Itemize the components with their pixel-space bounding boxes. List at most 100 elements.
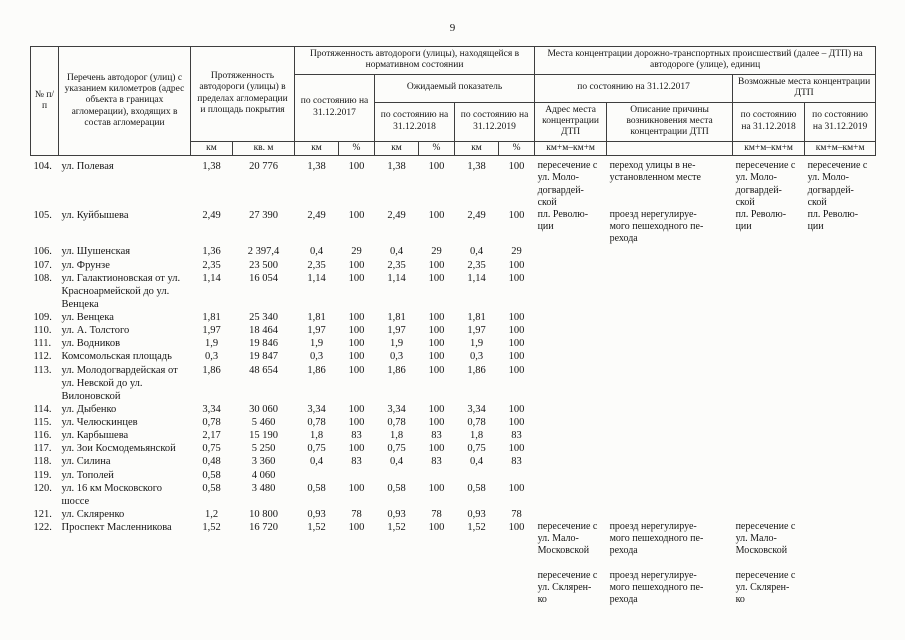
km-2017: 0,58	[307, 482, 326, 494]
header-length: Протяженность автодороги (улицы) в преде…	[189, 46, 296, 142]
pct-2019: 100	[508, 364, 525, 376]
table-row: 116. ул. Карбышева 2,17 15 190 1,8 83 1,8 83 1,8…	[31, 429, 876, 442]
dtp-possible-2018	[733, 416, 805, 429]
length-km: 1,81	[202, 312, 221, 324]
pct-2019: 100	[508, 443, 525, 455]
row-number: 105.	[33, 209, 52, 221]
dtp-address: пересечение с ул. Мало- Московской перес…	[537, 521, 598, 606]
row-number: 121.	[33, 508, 52, 520]
table-row: 113. ул. Молодогвардейская от ул. Невской…	[31, 364, 876, 403]
header-possible-2019: по состоянию на 31.12.2019	[804, 101, 877, 142]
street-name: ул. Водников	[61, 338, 121, 350]
table-row: 114. ул. Дыбенко 3,34 30 060 3,34 100 3,34 100 3…	[31, 403, 876, 416]
dtp-reason	[607, 508, 733, 521]
km-2018: 0,4	[389, 456, 404, 468]
pct-2017: 100	[348, 403, 365, 415]
km-2017: 2,35	[307, 259, 326, 271]
row-number: 107.	[33, 259, 52, 271]
table-row: 106. ул. Шушенская 1,36 2 397,4 0,4 29 0,4 29 0,…	[31, 245, 876, 258]
km-2018: 0,93	[387, 508, 406, 520]
length-km: 3,34	[202, 403, 221, 415]
km-2018	[375, 469, 419, 482]
table-row: 122. Проспект Масленникова 1,52 16 720 1,52 1…	[31, 521, 876, 606]
dtp-address	[535, 403, 607, 416]
street-name: ул. 16 км Московского шоссе	[61, 482, 163, 507]
km-2017: 0,75	[307, 443, 326, 455]
km-2017: 1,8	[309, 430, 324, 442]
km-2018: 0,75	[387, 443, 406, 455]
dtp-reason: проезд нерегулируе- мого пешеходного пе-…	[609, 521, 704, 606]
length-km: 2,49	[202, 209, 221, 221]
street-name: ул. Силина	[61, 456, 111, 468]
km-2017: 3,34	[307, 403, 326, 415]
table-row: 117. ул. Зои Космодемьянской 0,75 5 250 0,75…	[31, 442, 876, 455]
dtp-possible-2018	[733, 272, 805, 311]
dtp-address	[535, 364, 607, 403]
dtp-possible-2018	[733, 508, 805, 521]
area-sqm: 5 460	[251, 417, 276, 429]
dtp-reason	[607, 245, 733, 258]
km-2019: 2,35	[467, 259, 486, 271]
pct-2019: 100	[508, 403, 525, 415]
street-name: ул. Карбышева	[61, 430, 129, 442]
dtp-possible-2019	[805, 508, 876, 521]
pct-2018: 100	[428, 417, 445, 429]
dtp-reason	[607, 311, 733, 324]
header-dtp-reason: Описание причины возникновения места кон…	[606, 101, 734, 142]
km-2019: 0,3	[469, 351, 484, 363]
dtp-address	[535, 272, 607, 311]
km-2017: 0,93	[307, 508, 326, 520]
street-name: ул. Полевая	[61, 161, 114, 173]
row-number: 108.	[33, 272, 52, 284]
pct-2017: 100	[348, 351, 365, 363]
pct-2017: 100	[348, 161, 365, 173]
row-number: 115.	[33, 417, 52, 429]
dtp-reason	[607, 403, 733, 416]
pct-2017: 100	[348, 338, 365, 350]
table-row: 109. ул. Венцека 1,81 25 340 1,81 100 1,81 100 1…	[31, 311, 876, 324]
area-sqm: 3 480	[251, 482, 276, 494]
dtp-address	[535, 245, 607, 258]
unit-kmm: км+м–км+м	[804, 140, 877, 157]
km-2019: 2,49	[467, 209, 486, 221]
dtp-possible-2018	[733, 324, 805, 337]
km-2017: 1,9	[309, 338, 324, 350]
area-sqm: 19 846	[249, 338, 278, 350]
dtp-possible-2018: пересечение с ул. Мало- Московской перес…	[735, 521, 796, 606]
km-2019: 1,38	[467, 161, 486, 173]
pct-2018: 100	[428, 338, 445, 350]
pct-2018: 100	[428, 351, 445, 363]
length-km: 0,78	[202, 417, 221, 429]
dtp-possible-2018	[733, 311, 805, 324]
dtp-reason	[607, 272, 733, 311]
unit-km: км	[374, 140, 420, 157]
dtp-reason	[607, 350, 733, 363]
km-2018: 1,38	[387, 161, 406, 173]
dtp-possible-2019	[805, 259, 876, 272]
area-sqm: 16 720	[249, 522, 278, 534]
row-number: 110.	[33, 325, 52, 337]
pct-2018: 100	[428, 482, 445, 494]
km-2019: 1,81	[467, 312, 486, 324]
pct-2019	[499, 469, 535, 482]
km-2018: 0,78	[387, 417, 406, 429]
km-2018: 1,8	[389, 430, 404, 442]
unit-km: км	[454, 140, 500, 157]
row-number: 122.	[33, 522, 52, 534]
dtp-reason: переход улицы в не- установленном месте	[609, 160, 701, 184]
km-2017: 1,38	[307, 161, 326, 173]
pct-2017: 100	[348, 325, 365, 337]
pct-2018: 83	[431, 456, 442, 468]
header-num: № п/п	[30, 45, 59, 157]
pct-2017	[339, 469, 375, 482]
km-2018: 1,9	[389, 338, 404, 350]
length-km: 1,38	[202, 161, 221, 173]
pct-2017: 78	[351, 508, 362, 520]
dtp-address: пересечение с ул. Моло- догвардей- ской	[537, 160, 598, 208]
row-number: 116.	[33, 430, 52, 442]
pct-2017: 100	[348, 312, 365, 324]
dtp-reason	[607, 469, 733, 482]
dtp-address	[535, 259, 607, 272]
area-sqm: 27 390	[249, 209, 278, 221]
km-2017: 1,52	[307, 522, 326, 534]
